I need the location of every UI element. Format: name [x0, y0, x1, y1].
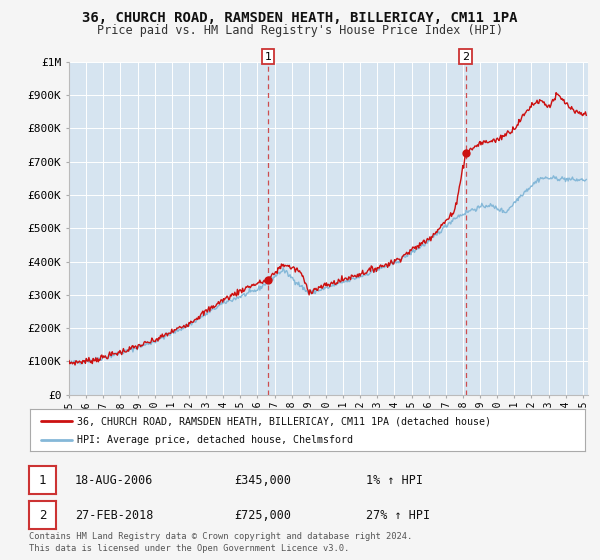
Text: 2: 2 [39, 508, 46, 522]
Text: Contains HM Land Registry data © Crown copyright and database right 2024.
This d: Contains HM Land Registry data © Crown c… [29, 532, 412, 553]
Text: 1: 1 [39, 474, 46, 487]
Text: 27-FEB-2018: 27-FEB-2018 [75, 508, 154, 522]
Text: 2: 2 [462, 52, 469, 62]
Text: £725,000: £725,000 [234, 508, 291, 522]
Text: 1% ↑ HPI: 1% ↑ HPI [366, 474, 423, 487]
Text: 36, CHURCH ROAD, RAMSDEN HEATH, BILLERICAY, CM11 1PA (detached house): 36, CHURCH ROAD, RAMSDEN HEATH, BILLERIC… [77, 417, 491, 426]
Text: 1: 1 [265, 52, 272, 62]
Text: 27% ↑ HPI: 27% ↑ HPI [366, 508, 430, 522]
Text: 18-AUG-2006: 18-AUG-2006 [75, 474, 154, 487]
Text: Price paid vs. HM Land Registry's House Price Index (HPI): Price paid vs. HM Land Registry's House … [97, 24, 503, 36]
Text: HPI: Average price, detached house, Chelmsford: HPI: Average price, detached house, Chel… [77, 435, 353, 445]
Text: 36, CHURCH ROAD, RAMSDEN HEATH, BILLERICAY, CM11 1PA: 36, CHURCH ROAD, RAMSDEN HEATH, BILLERIC… [82, 11, 518, 25]
Text: £345,000: £345,000 [234, 474, 291, 487]
